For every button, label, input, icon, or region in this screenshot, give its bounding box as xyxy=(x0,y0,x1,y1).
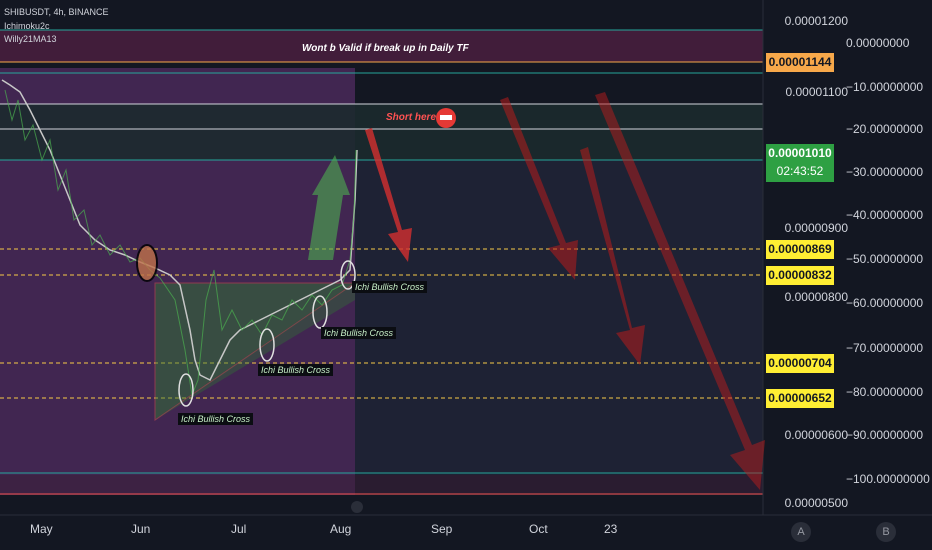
osc-label-5: −50.00000000 xyxy=(846,252,924,266)
triangle-pattern xyxy=(154,282,357,421)
osc-label-7: −70.00000000 xyxy=(846,341,924,355)
bearish-arrow-4 xyxy=(595,92,765,490)
price-label-3: 0.00000800 xyxy=(784,290,848,304)
bearish-arrow-3 xyxy=(580,147,645,365)
price-label-4: 0.00000600 xyxy=(784,428,848,442)
resistance-tag: 0.00001144 xyxy=(766,53,834,72)
cross-circle-4 xyxy=(340,260,356,290)
osc-label-2: −20.00000000 xyxy=(846,122,924,136)
cross-circle-2 xyxy=(259,328,275,362)
level-tag-4: 0.00000652 xyxy=(766,389,834,408)
osc-label-4: −40.00000000 xyxy=(846,208,924,222)
cross-label-4: Ichi Bullish Cross xyxy=(178,413,254,425)
level-tag-3: 0.00000704 xyxy=(766,354,834,373)
triangle-lower xyxy=(155,283,355,420)
cross-label-1: Ichi Bullish Cross xyxy=(352,281,428,293)
time-label-jun: Jun xyxy=(131,522,151,536)
price-label-2: 0.00000900 xyxy=(784,221,848,235)
bearish-arrow-2 xyxy=(500,97,578,280)
current-price: 0.00001010 xyxy=(768,146,832,160)
cross-circle-3 xyxy=(312,295,328,329)
validity-note: Wont b Valid if break up in Daily TF xyxy=(302,43,469,54)
candle-noise xyxy=(4,89,357,397)
cross-label-3: Ichi Bullish Cross xyxy=(258,364,334,376)
osc-label-10: −100.00000000 xyxy=(846,472,930,486)
bearish-arrow-1 xyxy=(365,128,412,262)
indicator-willy[interactable]: Willy21MA13 xyxy=(4,34,57,44)
time-label-23: 23 xyxy=(604,522,618,536)
osc-label-0: 0.00000000 xyxy=(846,36,910,50)
osc-label-9: −90.00000000 xyxy=(846,428,924,442)
top-zone xyxy=(0,30,763,62)
cross-circle-1 xyxy=(178,373,194,407)
current-price-tag: 0.00001010 02:43:52 xyxy=(766,144,834,182)
scale-b-button[interactable]: B xyxy=(876,522,896,542)
price-label-0: 0.00001200 xyxy=(784,14,848,28)
resistance-zone xyxy=(0,104,763,160)
time-label-aug: Aug xyxy=(330,522,352,536)
osc-label-6: −60.00000000 xyxy=(846,296,924,310)
osc-label-3: −30.00000000 xyxy=(846,165,924,179)
indicator-ichimoku[interactable]: Ichimoku2c xyxy=(4,21,50,31)
cross-circle-orange xyxy=(136,244,158,282)
level-tag-2: 0.00000832 xyxy=(766,266,834,285)
price-label-5: 0.00000500 xyxy=(784,496,848,510)
short-here-note: Short here xyxy=(386,112,437,123)
flash-icon xyxy=(351,501,363,513)
time-label-oct: Oct xyxy=(529,522,548,536)
auto-scale-button[interactable]: A xyxy=(791,522,811,542)
osc-label-8: −80.00000000 xyxy=(846,385,924,399)
future-zone xyxy=(355,160,763,475)
time-label-jul: Jul xyxy=(231,522,247,536)
level-tag-1: 0.00000869 xyxy=(766,240,834,259)
time-label-sep: Sep xyxy=(431,522,453,536)
time-label-may: May xyxy=(30,522,53,536)
bullish-arrow xyxy=(308,155,350,260)
price-line xyxy=(1,79,358,382)
bottom-band xyxy=(0,475,763,495)
countdown: 02:43:52 xyxy=(776,164,824,178)
symbol-title[interactable]: SHIBUSDT, 4h, BINANCE xyxy=(4,7,109,17)
osc-label-1: −10.00000000 xyxy=(846,80,924,94)
price-label-1: 0.00001100 xyxy=(785,85,848,99)
cross-label-2: Ichi Bullish Cross xyxy=(321,327,397,339)
